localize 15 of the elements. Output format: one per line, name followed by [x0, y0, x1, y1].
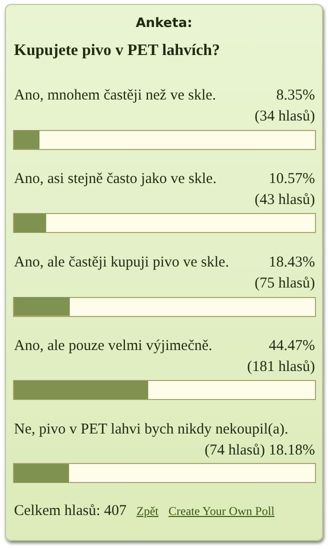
data-label: 8.35% (34 hlasů)	[254, 88, 315, 125]
data-label: 44.47% (181 hlasů)	[247, 338, 315, 375]
y-tick-label: Ano, mnohem častěji než ve skle.	[14, 88, 216, 104]
annotation: Create Your Own Poll	[168, 504, 275, 518]
y-tick-label: Ano, ale častěji kupuji pivo ve skle.	[14, 254, 229, 270]
chart-subtitle: Kupujete pivo v PET lahvích?	[14, 42, 220, 60]
annotation: Celkem hlasů: 407	[14, 503, 126, 519]
data-label: (74 hlasů) 18.18%	[204, 442, 315, 458]
y-tick-label: Ne, pivo v PET lahvi bych nikdy nekoupil(a).	[14, 421, 288, 438]
y-tick-label: Ano, asi stejně často jako ve skle.	[14, 171, 216, 188]
data-label: 10.57% (43 hlasů)	[254, 171, 315, 208]
y-tick-label: Ano, ale pouze velmi výjimečně.	[14, 338, 212, 354]
chart-title: Anketa:	[134, 16, 194, 31]
data-label: 18.43% (75 hlasů)	[254, 254, 315, 292]
annotation: Zpět	[136, 504, 158, 518]
